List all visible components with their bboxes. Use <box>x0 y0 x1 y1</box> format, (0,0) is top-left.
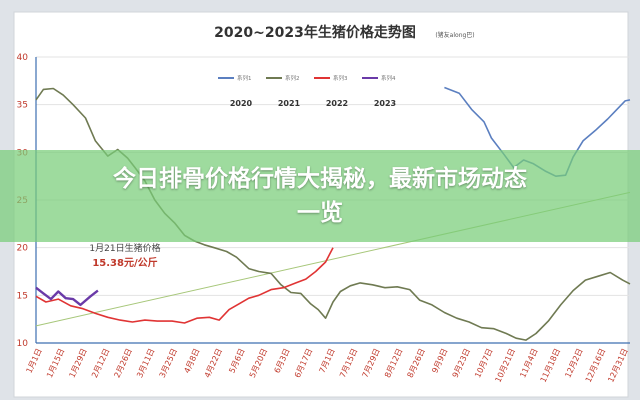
legend-entry: 系列4 <box>381 74 396 82</box>
annotation-date: 1月21日生猪价格 <box>89 242 160 254</box>
legend-year-label: 2020 <box>230 99 253 108</box>
headline-line-2: 一览 <box>297 200 343 226</box>
y-tick-label: 40 <box>17 53 29 63</box>
series-line-2023 <box>35 286 99 307</box>
legend-entry: 系列2 <box>285 74 300 82</box>
legend-entry: 系列3 <box>333 74 348 82</box>
legend-entry: 系列1 <box>237 74 252 82</box>
annotation-price: 15.38元/公斤 <box>92 256 157 269</box>
chart-title: 2020~2023年生猪价格走势图 <box>214 24 416 41</box>
y-tick-label: 20 <box>17 244 29 254</box>
legend-year-label: 2022 <box>326 99 348 108</box>
y-tick-label: 15 <box>17 291 28 301</box>
chart-subtitle: (猪友along巴) <box>435 31 474 39</box>
headline-banner: 今日排骨价格行情大揭秘，最新市场动态 一览 <box>0 150 640 242</box>
y-tick-label: 35 <box>17 101 28 111</box>
headline-line-1: 今日排骨价格行情大揭秘，最新市场动态 <box>113 166 527 192</box>
y-tick-label: 10 <box>17 339 29 349</box>
legend-year-label: 2023 <box>374 99 396 108</box>
series-line-2022 <box>35 247 334 324</box>
legend-year-label: 2021 <box>278 99 301 108</box>
